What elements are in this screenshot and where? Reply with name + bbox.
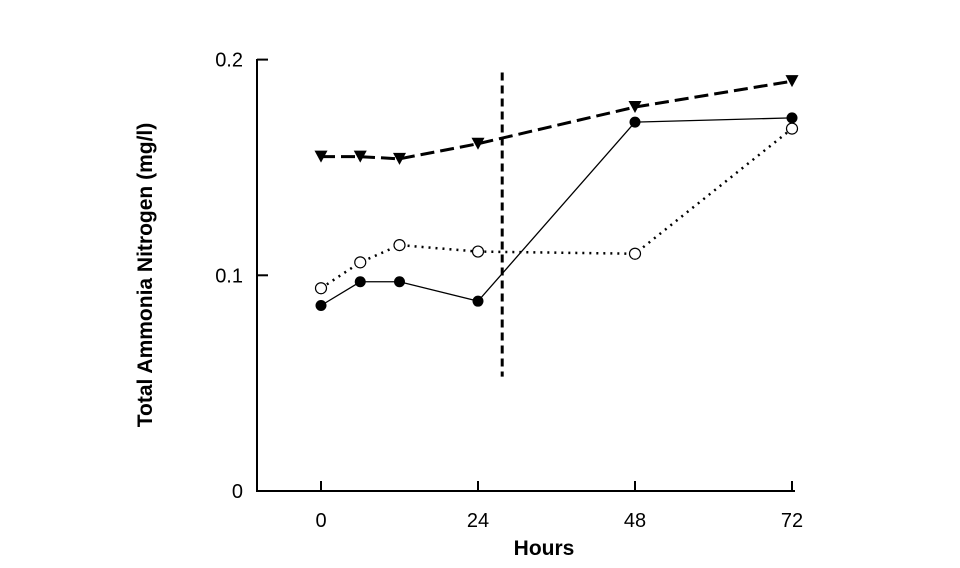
data-point (354, 256, 367, 269)
x-tick-label: 0 (315, 510, 326, 532)
x-axis-label: Hours (514, 537, 575, 560)
y-tick-label: 0.2 (215, 50, 243, 72)
data-point (628, 101, 642, 114)
plot-area (314, 72, 799, 377)
series-line (320, 117, 793, 307)
x-tick-label: 72 (781, 510, 803, 532)
data-point (314, 282, 328, 295)
data-point (628, 247, 642, 260)
tick-labels: 0 0.1 0.2 0 24 48 72 (215, 50, 803, 532)
data-point (471, 245, 485, 258)
data-point (314, 150, 328, 163)
data-point (786, 112, 798, 124)
series-line (321, 79, 793, 161)
x-tick-label: 24 (467, 510, 489, 532)
y-tick-label: 0.1 (215, 265, 243, 287)
data-point (629, 116, 641, 128)
data-point (394, 276, 405, 288)
series-1 (315, 112, 798, 311)
data-point (354, 276, 366, 288)
data-point (471, 137, 485, 150)
y-axis-label: Total Ammonia Nitrogen (mg/l) (134, 123, 157, 428)
data-point (393, 152, 406, 165)
data-point (315, 299, 327, 311)
series-2 (314, 122, 799, 295)
data-point (785, 75, 799, 88)
series-line (320, 127, 793, 290)
y-tick-label: 0 (232, 481, 243, 503)
x-tick-label: 48 (624, 510, 646, 532)
data-point (353, 150, 367, 163)
data-point (472, 295, 484, 307)
axes (256, 58, 795, 492)
series-0 (314, 75, 799, 165)
data-point (785, 122, 799, 135)
data-point (393, 239, 406, 252)
